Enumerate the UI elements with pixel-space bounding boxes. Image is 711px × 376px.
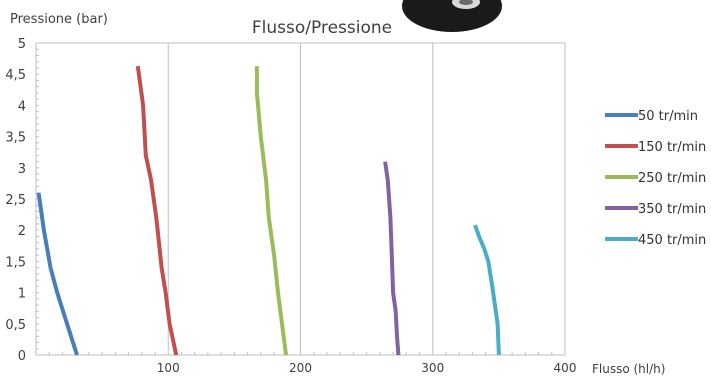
y-tick-label: 2,5 (5, 193, 26, 208)
y-tick-label: 4 (18, 99, 26, 114)
legend-label-3: 350 tr/min (638, 202, 706, 217)
chart-title: Flusso/Pressione (252, 18, 392, 38)
x-tick-label: 400 (554, 361, 577, 375)
x-tick-label: 100 (157, 361, 180, 375)
y-tick-label: 0 (18, 349, 26, 364)
series-line-4 (473, 224, 501, 356)
y-tick-label: 0,5 (5, 318, 26, 333)
y-tick-label: 1 (18, 287, 26, 302)
legend-label-2: 250 tr/min (638, 171, 706, 186)
legend-label-1: 150 tr/min (638, 140, 706, 155)
y-tick-label: 2 (18, 224, 26, 239)
x-axis-label: Flusso (hl/h) (592, 362, 665, 376)
y-tick-label: 3 (18, 162, 26, 177)
y-tick-label: 1,5 (5, 255, 26, 270)
legend-label-4: 450 tr/min (638, 233, 706, 248)
y-tick-label: 3,5 (5, 131, 26, 146)
y-ticks: 0 0,5 1 1,5 2 2,5 3 3,5 4 4,5 5 (5, 37, 26, 364)
grid (36, 42, 553, 355)
series-line-3 (383, 161, 401, 356)
legend: 50 tr/min 150 tr/min 250 tr/min 350 tr/min 4… (605, 109, 706, 248)
y-tick-label: 4,5 (5, 68, 26, 83)
series-line-1 (135, 65, 179, 356)
series-group (36, 65, 501, 356)
product-image (402, 0, 502, 32)
y-axis-label: Pressione (bar) (10, 12, 108, 27)
series-line-2 (254, 66, 288, 356)
legend-label-0: 50 tr/min (638, 109, 698, 124)
x-ticks: 100 200 300 400 (157, 361, 577, 375)
y-tick-label: 5 (18, 37, 26, 52)
x-tick-label: 200 (289, 361, 312, 375)
plot-area (35, 42, 566, 356)
x-tick-label: 300 (421, 361, 444, 375)
series-line-0 (36, 192, 79, 356)
